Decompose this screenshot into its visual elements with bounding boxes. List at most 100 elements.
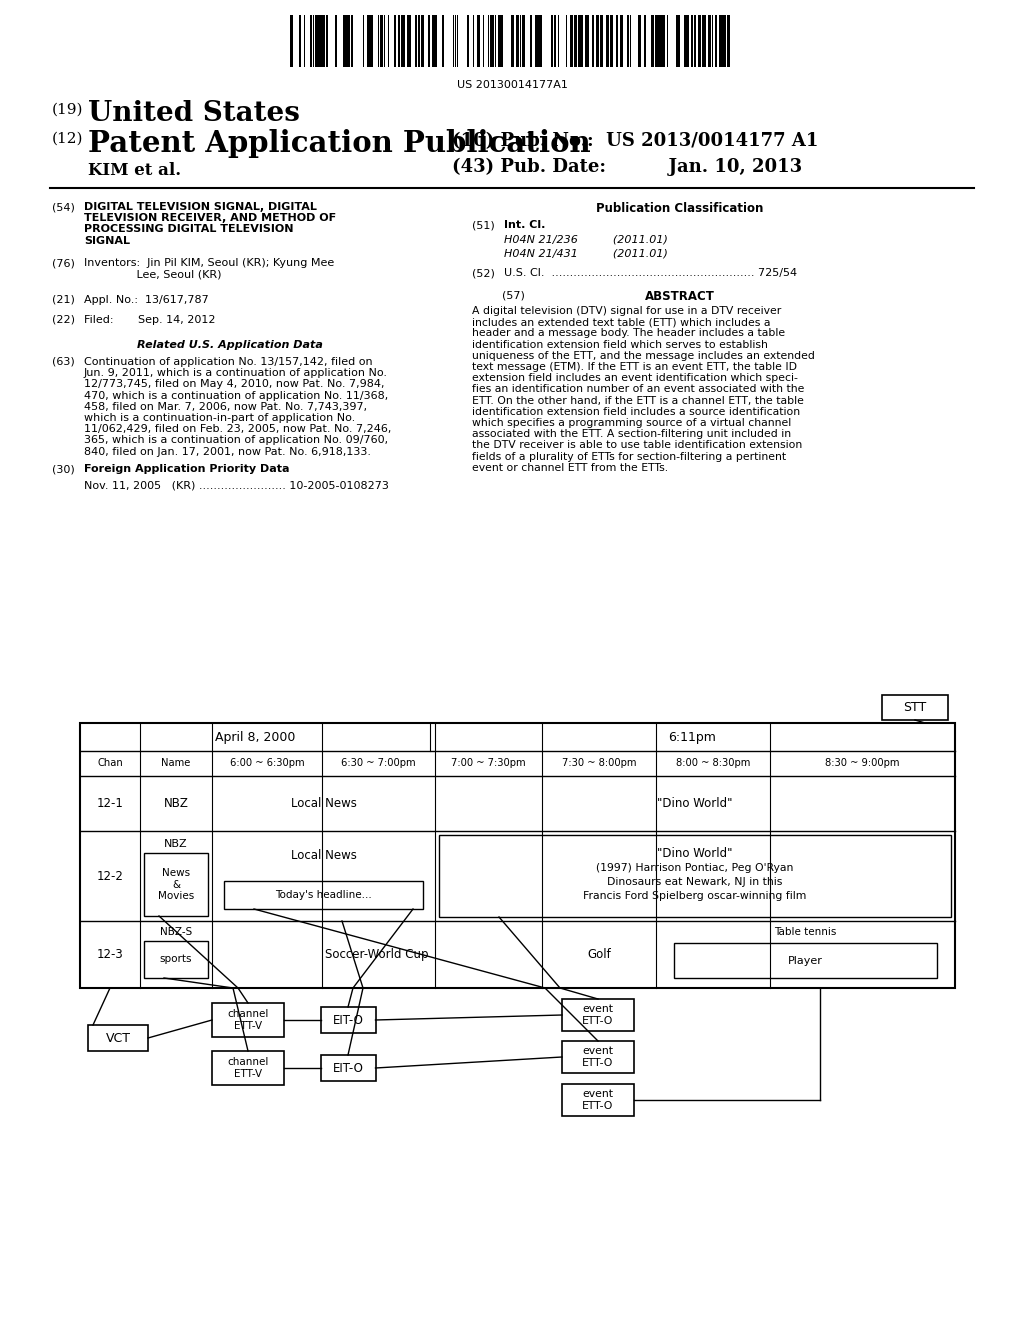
Text: (30): (30)	[52, 465, 75, 474]
Bar	[401, 15, 404, 67]
Text: text message (ETM). If the ETT is an event ETT, the table ID: text message (ETM). If the ETT is an eve…	[472, 362, 797, 372]
Text: the DTV receiver is able to use table identification extension: the DTV receiver is able to use table id…	[472, 441, 802, 450]
Text: (57): (57)	[502, 290, 525, 300]
Bar	[212, 1003, 284, 1038]
Text: Lee, Seoul (KR): Lee, Seoul (KR)	[84, 269, 221, 280]
Text: EIT-O: EIT-O	[333, 1061, 364, 1074]
Text: channel
ETT-V: channel ETT-V	[227, 1057, 268, 1078]
Text: News
&
Movies: News & Movies	[158, 869, 195, 902]
Bar	[322, 15, 324, 67]
Text: Today's headline...: Today's headline...	[275, 890, 372, 900]
Text: (54): (54)	[52, 202, 75, 213]
Text: Local News: Local News	[291, 797, 356, 810]
Bar	[562, 1041, 634, 1073]
Bar	[88, 1026, 148, 1051]
Text: VCT: VCT	[105, 1031, 130, 1044]
Text: event or channel ETT from the ETTs.: event or channel ETT from the ETTs.	[472, 463, 668, 473]
Bar	[587, 15, 589, 67]
Bar	[724, 15, 726, 67]
Bar	[535, 15, 538, 67]
Bar	[691, 15, 693, 67]
Text: 365, which is a continuation of application No. 09/760,: 365, which is a continuation of applicat…	[84, 436, 388, 445]
Text: identification extension field includes a source identification: identification extension field includes …	[472, 407, 800, 417]
Bar	[530, 15, 532, 67]
Text: SIGNAL: SIGNAL	[84, 235, 130, 246]
Text: (51): (51)	[472, 220, 495, 230]
Text: H04N 21/236          (2011.01): H04N 21/236 (2011.01)	[504, 234, 668, 244]
Text: Table tennis: Table tennis	[774, 927, 837, 937]
Text: H04N 21/431          (2011.01): H04N 21/431 (2011.01)	[504, 248, 668, 257]
Text: channel
ETT-V: channel ETT-V	[227, 1010, 268, 1031]
Text: DIGITAL TELEVISION SIGNAL, DIGITAL: DIGITAL TELEVISION SIGNAL, DIGITAL	[84, 202, 316, 213]
Text: 7:30 ~ 8:00pm: 7:30 ~ 8:00pm	[562, 759, 636, 768]
Text: Dinosaurs eat Newark, NJ in this: Dinosaurs eat Newark, NJ in this	[607, 876, 782, 887]
Bar	[409, 15, 411, 67]
Text: Related U.S. Application Data: Related U.S. Application Data	[137, 341, 323, 350]
Bar	[224, 880, 423, 909]
Text: fies an identification number of an event associated with the: fies an identification number of an even…	[472, 384, 805, 395]
Text: 6:30 ~ 7:00pm: 6:30 ~ 7:00pm	[341, 759, 416, 768]
Bar	[381, 15, 383, 67]
Text: Name: Name	[162, 759, 190, 768]
Bar	[570, 15, 573, 67]
Text: April 8, 2000: April 8, 2000	[215, 730, 295, 743]
Bar	[644, 15, 646, 67]
Text: Chan: Chan	[97, 759, 123, 768]
Bar	[727, 15, 730, 67]
Text: 8:30 ~ 9:00pm: 8:30 ~ 9:00pm	[825, 759, 900, 768]
Bar	[212, 1051, 284, 1085]
Bar	[439, 836, 951, 917]
Text: associated with the ETT. A section-filtering unit included in: associated with the ETT. A section-filte…	[472, 429, 792, 440]
Bar	[351, 15, 353, 67]
Bar	[367, 15, 369, 67]
Text: Francis Ford Spielberg oscar-winning film: Francis Ford Spielberg oscar-winning fil…	[584, 891, 807, 902]
Text: "Dino World": "Dino World"	[657, 797, 733, 810]
Text: STT: STT	[903, 701, 927, 714]
Bar	[659, 15, 662, 67]
Bar	[676, 15, 678, 67]
Bar	[882, 696, 948, 719]
Bar	[596, 15, 598, 67]
Bar	[592, 15, 594, 67]
Bar	[428, 15, 430, 67]
Bar	[433, 15, 435, 67]
Text: Player: Player	[788, 956, 823, 965]
Bar	[326, 15, 328, 67]
Bar	[290, 15, 293, 67]
Bar	[538, 15, 540, 67]
Bar	[517, 15, 519, 67]
Text: 7:00 ~ 7:30pm: 7:00 ~ 7:30pm	[452, 759, 525, 768]
Text: (43) Pub. Date:          Jan. 10, 2013: (43) Pub. Date: Jan. 10, 2013	[452, 158, 802, 177]
Text: fields of a plurality of ETTs for section-filtering a pertinent: fields of a plurality of ETTs for sectio…	[472, 451, 786, 462]
Bar	[512, 15, 514, 67]
Text: ABSTRACT: ABSTRACT	[645, 290, 715, 304]
Bar	[651, 15, 654, 67]
Text: Jun. 9, 2011, which is a continuation of application No.: Jun. 9, 2011, which is a continuation of…	[84, 368, 388, 379]
Bar	[663, 15, 665, 67]
Text: (63): (63)	[52, 356, 75, 367]
Text: event
ETT-O: event ETT-O	[583, 1047, 613, 1068]
Bar	[418, 15, 420, 67]
Text: 12/773,745, filed on May 4, 2010, now Pat. No. 7,984,: 12/773,745, filed on May 4, 2010, now Pa…	[84, 379, 384, 389]
Text: (1997) Harrison Pontiac, Peg O'Ryan: (1997) Harrison Pontiac, Peg O'Ryan	[596, 863, 794, 873]
Text: Inventors:  Jin Pil KIM, Seoul (KR); Kyung Mee: Inventors: Jin Pil KIM, Seoul (KR); Kyun…	[84, 257, 334, 268]
Text: 12-2: 12-2	[96, 870, 124, 883]
Bar	[477, 15, 479, 67]
Bar	[369, 15, 371, 67]
Bar	[562, 1084, 634, 1115]
Text: (22): (22)	[52, 315, 75, 325]
Text: header and a message body. The header includes a table: header and a message body. The header in…	[472, 329, 785, 338]
Bar	[655, 15, 658, 67]
Text: NBZ-S: NBZ-S	[160, 927, 193, 937]
Bar	[610, 15, 613, 67]
Bar	[321, 1055, 376, 1081]
Text: (19): (19)	[52, 103, 84, 117]
Bar	[435, 15, 437, 67]
Bar	[703, 15, 706, 67]
Text: U.S. Cl.  ........................................................ 725/54: U.S. Cl. ...............................…	[504, 268, 797, 279]
Text: 6:11pm: 6:11pm	[669, 730, 717, 743]
Text: KIM et al.: KIM et al.	[88, 162, 181, 180]
Text: identification extension field which serves to establish: identification extension field which ser…	[472, 339, 768, 350]
Bar	[698, 15, 701, 67]
Text: Golf: Golf	[587, 948, 611, 961]
